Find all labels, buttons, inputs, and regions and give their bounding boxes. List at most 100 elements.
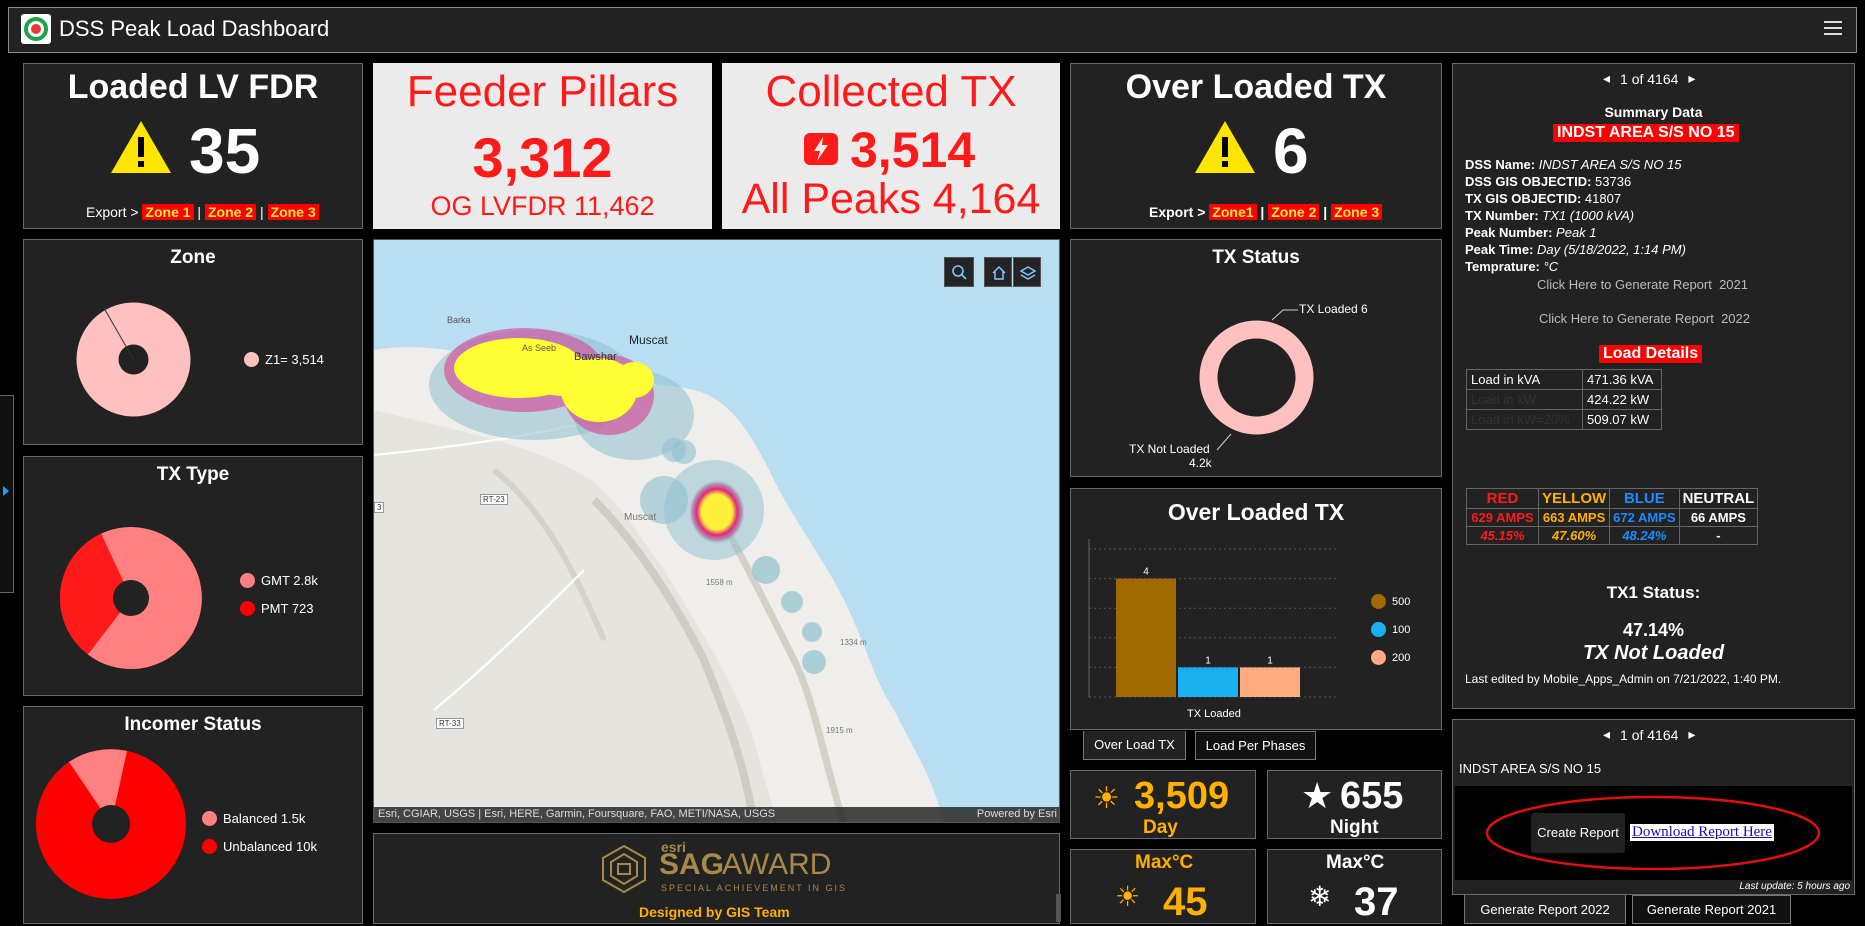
over-loaded-chart-panel: Over Loaded TX 4 1 1 TX Loaded 500 100 200 — [1070, 488, 1442, 730]
loaded-lv-fdr-card: Loaded LV FDR 35 Export > Zone 1 | Zone … — [23, 63, 363, 229]
zone-chart-title: Zone — [170, 247, 216, 268]
legend-label: Z1= 3,514 — [265, 352, 324, 367]
feeder-pillars-card: Feeder Pillars 3,312 OG LVFDR 11,462 — [373, 63, 712, 229]
tx-type-donut-chart[interactable] — [60, 527, 202, 669]
bar-200[interactable] — [1240, 667, 1300, 697]
summary-pager: ◂ 1 of 4164 ▸ — [1603, 70, 1695, 87]
tab-generate-report-2022[interactable]: Generate Report 2022 — [1464, 895, 1626, 924]
tab-over-load-tx[interactable]: Over Load TX — [1083, 731, 1186, 760]
bar-500[interactable] — [1116, 578, 1176, 697]
tx-status-donut-chart[interactable] — [1199, 320, 1314, 435]
max-temp-value-1: 45 — [1163, 880, 1208, 924]
side-panel-toggle[interactable] — [0, 395, 14, 593]
incomer-legend-unbalanced[interactable]: Unbalanced 10k — [202, 839, 317, 854]
map-home-button[interactable] — [984, 257, 1012, 287]
over-loaded-bar-chart[interactable]: 4 1 1 — [1071, 489, 1443, 731]
max-temp-label-1: Max°C — [1135, 852, 1194, 873]
load-label: Load in kW — [1466, 389, 1583, 410]
summary-pager-text: 1 of 4164 — [1620, 70, 1679, 87]
export-zone-3-link[interactable]: Zone 3 — [267, 204, 319, 220]
legend-swatch — [1371, 594, 1386, 609]
map-search-button[interactable] — [944, 257, 974, 287]
award-scrollbar[interactable] — [1056, 894, 1061, 922]
create-report-button[interactable]: Create Report — [1531, 813, 1625, 853]
load-details-title: Load Details — [1599, 345, 1703, 363]
collected-tx-title: Collected TX — [765, 67, 1017, 116]
export-zone-2-link[interactable]: Zone 2 — [1268, 204, 1320, 220]
night-load-label: Night — [1330, 817, 1379, 838]
feeder-pillars-title: Feeder Pillars — [406, 67, 679, 116]
map-attribution-bar: Esri, CGIAR, USGS | Esri, HERE, Garmin, … — [374, 807, 1059, 822]
phase-amps-red: 629 AMPS — [1466, 508, 1539, 527]
zone-donut-chart[interactable] — [76, 302, 191, 417]
summary-field: TX Number: TX1 (1000 kVA) — [1465, 208, 1635, 223]
tx-loaded-label: TX Loaded 6 — [1299, 302, 1368, 316]
search-icon — [952, 265, 967, 280]
prev-icon[interactable]: ◂ — [1603, 70, 1611, 86]
night-load-card: ★ 655 Night — [1267, 770, 1442, 839]
home-icon — [992, 265, 1006, 280]
load-value: 424.22 kW — [1582, 389, 1662, 410]
export-zone-2-link[interactable]: Zone 2 — [204, 204, 257, 220]
generate-report-2021-link[interactable]: Click Here to Generate Report 2021 — [1537, 277, 1748, 292]
tx-status-summary-text: TX Not Loaded — [1582, 642, 1725, 664]
summary-field: Peak Time: Day (5/18/2022, 1:14 PM) — [1465, 242, 1686, 257]
max-temp-card-2: Max°C ❄ 37 — [1267, 849, 1442, 924]
feeder-pillars-value: 3,312 — [472, 126, 613, 189]
load-details-table: Load in kVA 471.36 kVA Load in kW 424.22 k… — [1466, 369, 1662, 430]
tx-type-legend-pmt[interactable]: PMT 723 — [240, 601, 314, 616]
report-panel: ◂ 1 of 4164 ▸ INDST AREA S/S NO 15 Creat… — [1452, 719, 1855, 895]
export-zone-3-link[interactable]: Zone 3 — [1331, 204, 1383, 220]
report-area: Create Report Download Report Here — [1455, 786, 1852, 880]
map-canvas[interactable] — [374, 240, 1060, 823]
app-title: DSS Peak Load Dashboard — [59, 16, 330, 41]
legend-label: Unbalanced 10k — [223, 839, 317, 854]
summary-field: DSS Name: INDST AREA S/S NO 15 — [1465, 157, 1682, 172]
zone-chart-panel: Zone Z1= 3,514 — [23, 239, 363, 445]
over-loaded-legend-100[interactable]: 100 — [1371, 622, 1410, 637]
map-layers-button[interactable] — [1013, 257, 1041, 287]
load-label: Load in kW=20% — [1466, 409, 1583, 430]
layers-icon — [1019, 266, 1037, 280]
report-pager-text: 1 of 4164 — [1620, 726, 1679, 743]
tab-load-per-phases[interactable]: Load Per Phases — [1195, 731, 1316, 760]
phase-pct-neutral: - — [1678, 526, 1759, 545]
prev-icon[interactable]: ◂ — [1603, 726, 1611, 742]
tx-type-legend-gmt[interactable]: GMT 2.8k — [240, 573, 318, 588]
map-label-r3: 3 — [374, 502, 385, 513]
over-loaded-xlabel: TX Loaded — [1187, 708, 1241, 720]
warning-icon — [1193, 119, 1257, 180]
incomer-legend-balanced[interactable]: Balanced 1.5k — [202, 811, 305, 826]
zone-legend-item[interactable]: Z1= 3,514 — [244, 352, 324, 367]
map-powered-by[interactable]: Powered by Esri — [976, 808, 1057, 820]
award-logo-icon — [599, 844, 649, 899]
table-row: Load in kVA 471.36 kVA — [1466, 369, 1662, 390]
legend-label: GMT 2.8k — [261, 573, 318, 588]
incomer-donut-chart[interactable] — [36, 749, 186, 899]
download-report-link[interactable]: Download Report Here — [1630, 824, 1774, 841]
next-icon[interactable]: ▸ — [1688, 726, 1696, 742]
award-award: AWARD — [722, 848, 832, 881]
over-loaded-legend-200[interactable]: 200 — [1371, 650, 1410, 665]
map-view[interactable]: Barka As Seeb Bawshar Muscat Muscat RT-2… — [373, 239, 1060, 823]
load-label: Load in kVA — [1466, 369, 1583, 390]
export-zone-1-link[interactable]: Zone1 — [1209, 204, 1257, 220]
award-panel: esri SAG AWARD SPECIAL ACHIEVEMENT IN GI… — [373, 833, 1061, 924]
bar-100[interactable] — [1178, 667, 1238, 697]
next-icon[interactable]: ▸ — [1688, 70, 1696, 86]
report-pager: ◂ 1 of 4164 ▸ — [1603, 726, 1695, 743]
export-zone-1-link[interactable]: Zone 1 — [142, 204, 194, 220]
map-label-elevation: 1558 m — [706, 578, 733, 587]
phase-header-blue: BLUE — [1609, 488, 1680, 509]
last-update: Last update: 5 hours ago — [1739, 881, 1850, 892]
legend-swatch — [1371, 622, 1386, 637]
over-loaded-legend-500[interactable]: 500 — [1371, 594, 1410, 609]
award-designed-by: Designed by GIS Team — [639, 904, 790, 920]
tab-generate-report-2021[interactable]: Generate Report 2021 — [1632, 895, 1791, 924]
menu-icon[interactable] — [1824, 19, 1842, 35]
collected-tx-card: Collected TX 3,514 All Peaks 4,164 — [722, 63, 1060, 229]
generate-report-2022-link[interactable]: Click Here to Generate Report 2022 — [1539, 311, 1750, 326]
map-label-barka: Barka — [447, 315, 471, 325]
table-row: Load in kW 424.22 kW — [1466, 389, 1662, 410]
legend-swatch — [202, 839, 217, 854]
